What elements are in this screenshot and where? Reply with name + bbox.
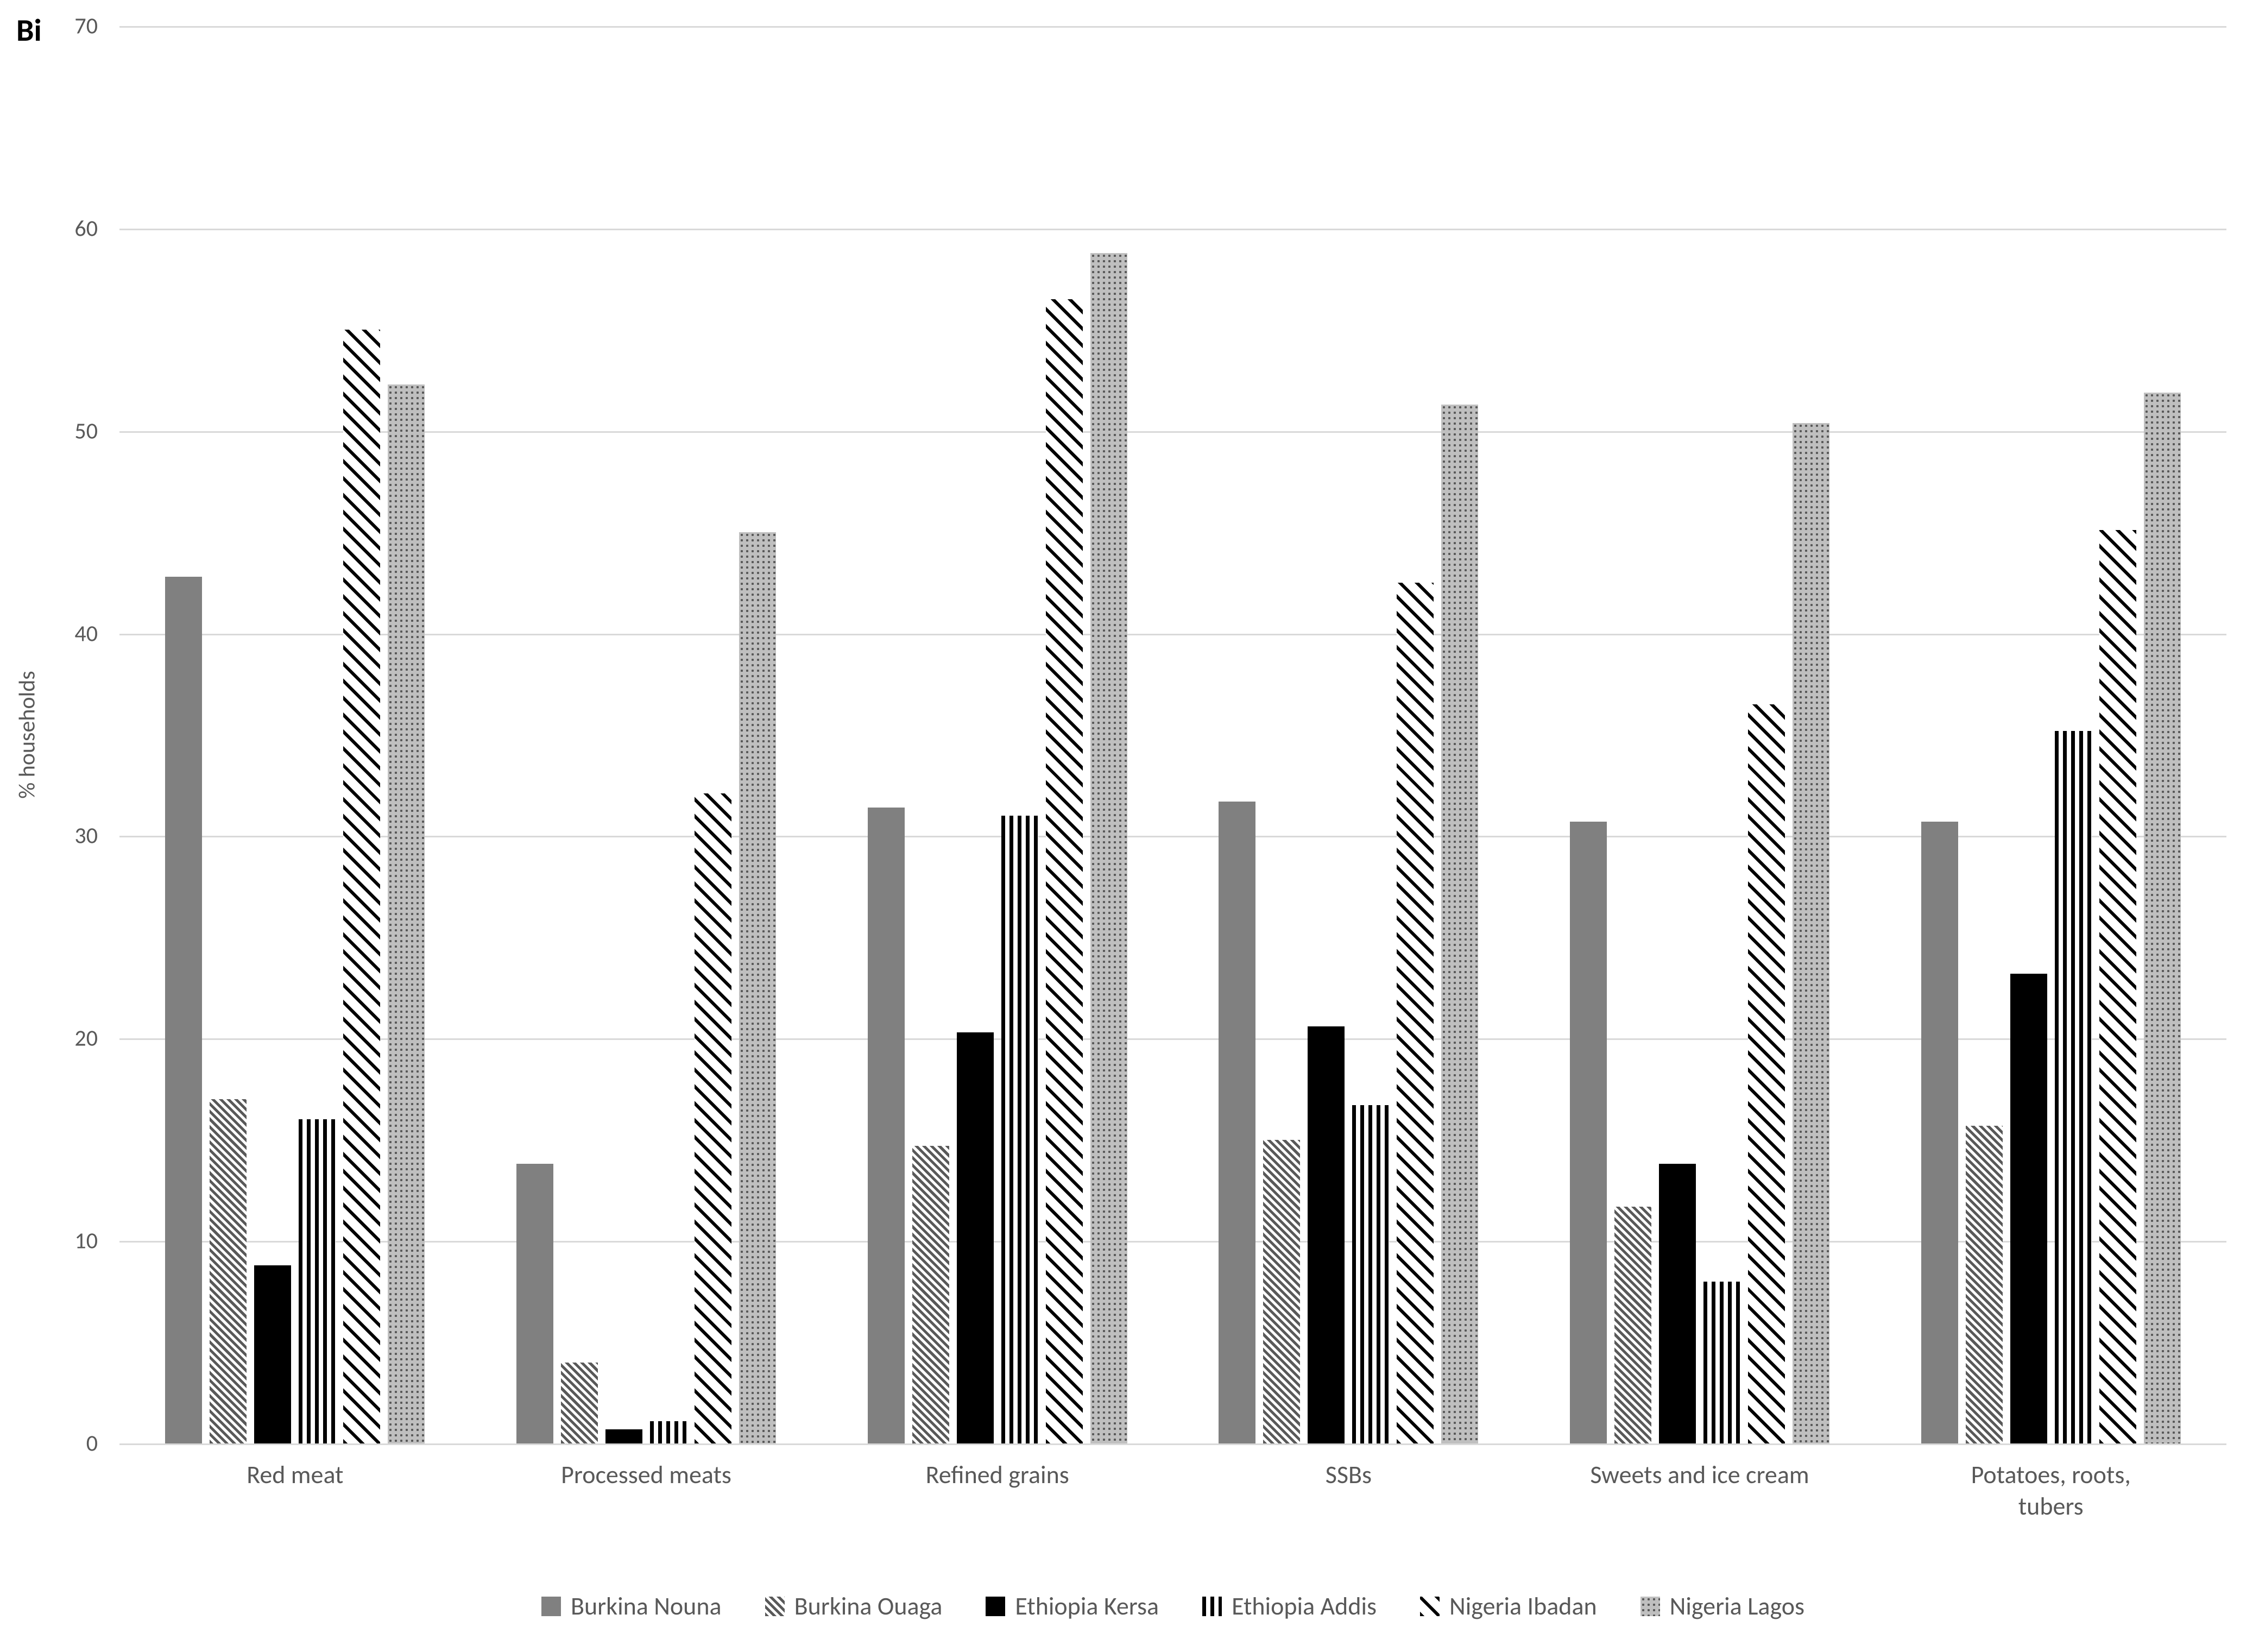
bar	[1570, 822, 1607, 1443]
bar	[1966, 1126, 2003, 1443]
legend-label: Burkina Nouna	[571, 1591, 722, 1622]
legend-item: Ethiopia Addis	[1202, 1591, 1377, 1622]
bar	[1352, 1105, 1389, 1443]
bar	[1308, 1026, 1345, 1443]
bars	[119, 26, 471, 1443]
bar	[1263, 1140, 1300, 1443]
bars	[1524, 26, 1876, 1443]
bar	[2055, 731, 2092, 1443]
bar	[1397, 583, 1434, 1443]
legend-swatch	[986, 1597, 1005, 1616]
bar	[1441, 405, 1478, 1443]
bars	[822, 26, 1173, 1443]
bar-group: Sweets and ice cream	[1524, 26, 1876, 1443]
y-tick-label: 40	[74, 620, 119, 647]
y-tick-label: 50	[74, 417, 119, 445]
bar	[1921, 822, 1958, 1443]
bar	[739, 532, 776, 1443]
legend-label: Ethiopia Kersa	[1015, 1591, 1159, 1622]
bar	[650, 1421, 687, 1443]
bar	[1090, 253, 1127, 1443]
legend-label: Burkina Ouaga	[794, 1591, 943, 1622]
bar	[912, 1146, 949, 1443]
bar	[1046, 299, 1083, 1443]
bar	[1659, 1164, 1696, 1443]
plot-area: % households 010203040506070Red meatProc…	[119, 26, 2226, 1443]
bar	[1703, 1282, 1740, 1443]
bar	[299, 1119, 336, 1443]
bar	[2144, 393, 2181, 1443]
y-tick-label: 60	[74, 215, 119, 242]
bar	[343, 330, 380, 1443]
legend-label: Ethiopia Addis	[1232, 1591, 1377, 1622]
legend-swatch	[1420, 1597, 1440, 1616]
bar	[2099, 530, 2136, 1443]
y-tick-label: 10	[74, 1227, 119, 1255]
y-tick-label: 70	[74, 12, 119, 40]
bar	[605, 1429, 642, 1443]
category-label: Processed meats	[471, 1443, 822, 1491]
legend-swatch	[765, 1597, 785, 1616]
bar	[1219, 802, 1255, 1443]
bar	[1748, 704, 1785, 1443]
legend-swatch	[1640, 1597, 1660, 1616]
bar	[165, 577, 202, 1443]
y-tick-label: 20	[74, 1025, 119, 1052]
legend-swatch	[541, 1597, 561, 1616]
bars	[1875, 26, 2226, 1443]
bar	[516, 1164, 553, 1443]
bar	[561, 1363, 598, 1443]
bar-group: Processed meats	[471, 26, 822, 1443]
legend-label: Nigeria Lagos	[1670, 1591, 1804, 1622]
y-tick-label: 0	[86, 1430, 119, 1458]
chart-container: Bi % households 010203040506070Red meatP…	[0, 0, 2259, 1652]
legend-item: Burkina Ouaga	[765, 1591, 943, 1622]
category-label: Potatoes, roots,tubers	[1875, 1443, 2226, 1522]
bar-groups: Red meatProcessed meatsRefined grainsSSB…	[119, 26, 2226, 1443]
bars	[1173, 26, 1524, 1443]
bar	[1001, 816, 1038, 1443]
legend-item: Nigeria Lagos	[1640, 1591, 1804, 1622]
bar	[1793, 423, 1829, 1443]
bars	[471, 26, 822, 1443]
legend-item: Ethiopia Kersa	[986, 1591, 1159, 1622]
category-label: Red meat	[119, 1443, 471, 1491]
bar-group: SSBs	[1173, 26, 1524, 1443]
bar	[1614, 1207, 1651, 1443]
bar	[957, 1032, 994, 1443]
legend-item: Burkina Nouna	[541, 1591, 722, 1622]
bar	[695, 793, 731, 1443]
bar	[868, 808, 905, 1443]
bar	[388, 384, 425, 1443]
bar-group: Refined grains	[822, 26, 1173, 1443]
y-tick-label: 30	[74, 822, 119, 850]
legend: Burkina Nouna Burkina Ouaga Ethiopia Kersa…	[119, 1591, 2226, 1622]
legend-swatch	[1202, 1597, 1222, 1616]
category-label: Refined grains	[822, 1443, 1173, 1491]
category-label: SSBs	[1173, 1443, 1524, 1491]
bar-group: Red meat	[119, 26, 471, 1443]
legend-item: Nigeria Ibadan	[1420, 1591, 1597, 1622]
category-label: Sweets and ice cream	[1524, 1443, 1876, 1491]
bar-group: Potatoes, roots,tubers	[1875, 26, 2226, 1443]
bar	[2010, 974, 2047, 1443]
bar	[210, 1099, 247, 1443]
legend-label: Nigeria Ibadan	[1449, 1591, 1597, 1622]
y-axis-title: % households	[14, 671, 41, 798]
bar	[254, 1265, 291, 1443]
panel-label: Bi	[16, 11, 42, 49]
